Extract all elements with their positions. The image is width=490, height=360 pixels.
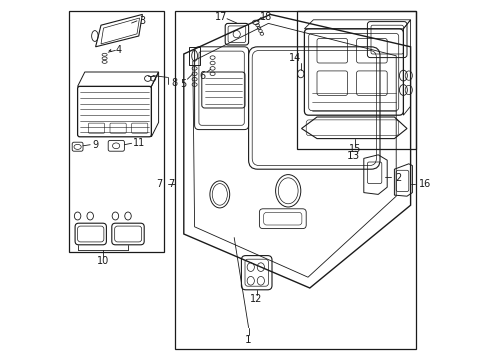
Text: 4: 4: [115, 45, 122, 55]
Bar: [297, 11, 416, 149]
Text: 2: 2: [395, 173, 402, 183]
Text: 5: 5: [180, 78, 186, 89]
Text: 14: 14: [289, 53, 301, 63]
Text: 10: 10: [97, 256, 109, 266]
Text: 11: 11: [133, 138, 146, 148]
Text: 7: 7: [168, 179, 174, 189]
Bar: [69, 11, 164, 252]
Bar: [175, 11, 416, 349]
Text: 15: 15: [348, 144, 361, 154]
Text: 12: 12: [250, 294, 263, 304]
Text: 3: 3: [139, 16, 146, 26]
Text: 1: 1: [245, 335, 252, 345]
Text: 7: 7: [157, 179, 163, 189]
Text: 6: 6: [199, 71, 206, 81]
Text: 13: 13: [346, 151, 360, 161]
Text: 18: 18: [260, 12, 272, 22]
Text: 17: 17: [216, 12, 228, 22]
Text: 9: 9: [92, 140, 98, 150]
Text: 8: 8: [171, 78, 177, 88]
Text: 16: 16: [418, 179, 431, 189]
